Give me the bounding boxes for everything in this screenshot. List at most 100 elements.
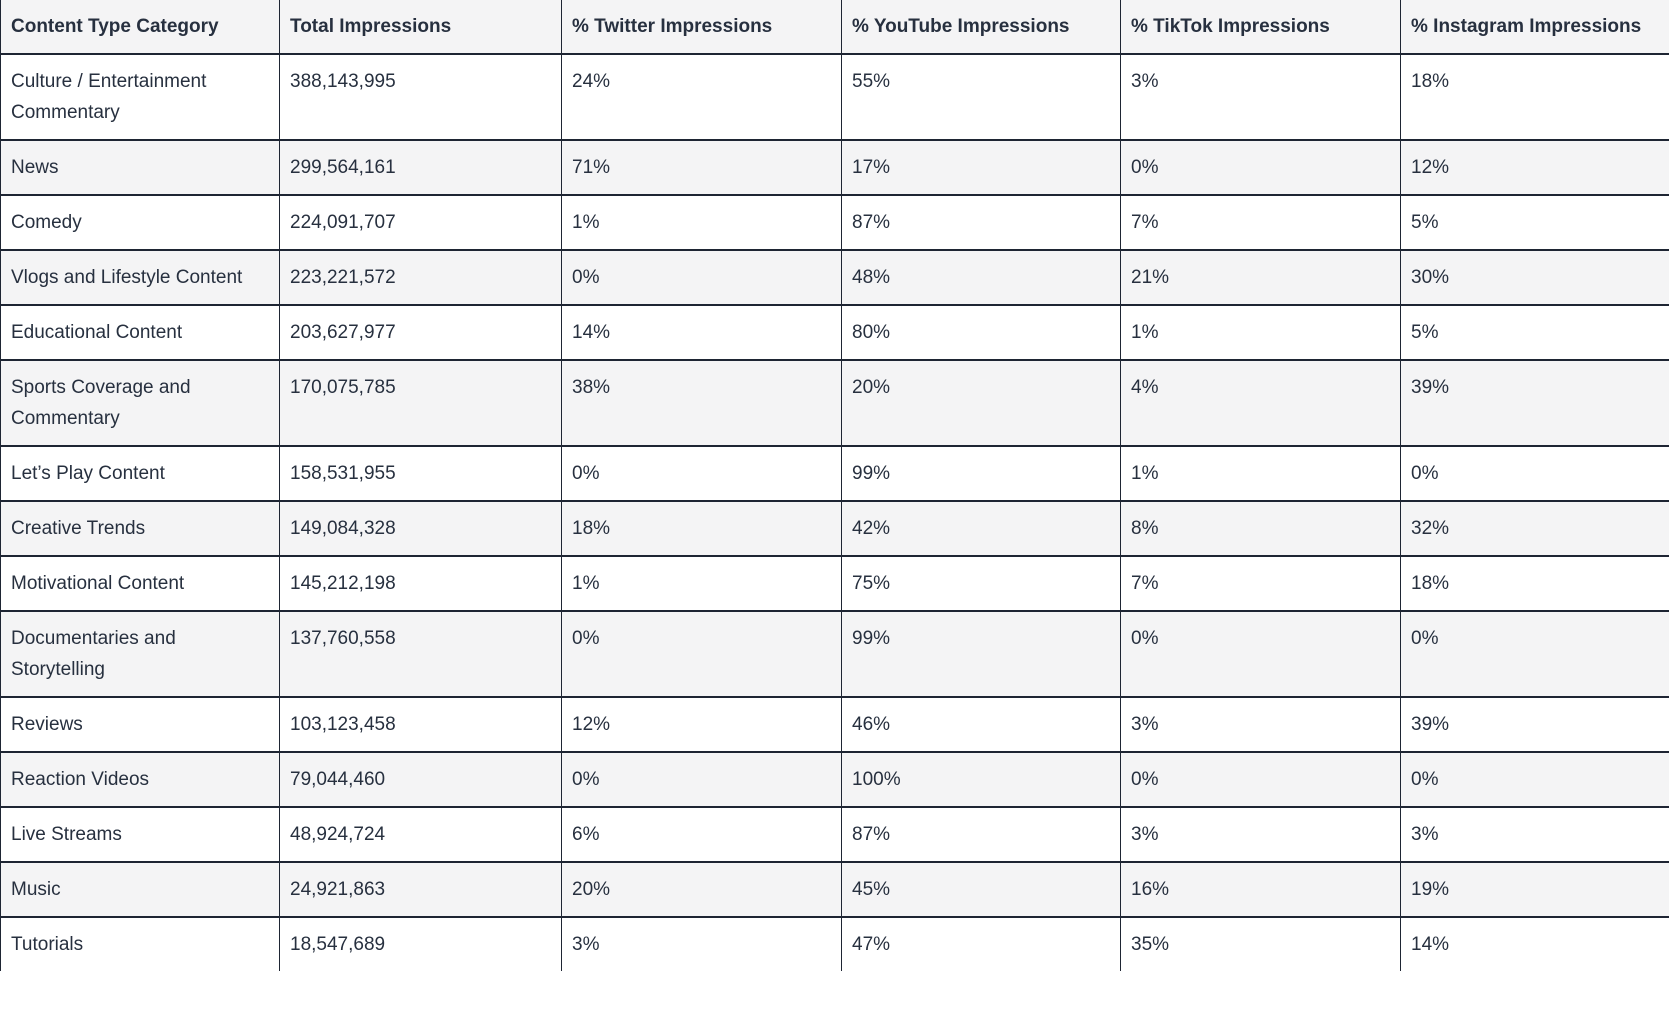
table-row: Sports Coverage and Commentary 170,075,78…: [0, 359, 1669, 446]
cell-twitter-pct: 14%: [561, 304, 842, 360]
cell-category: Creative Trends: [0, 500, 280, 556]
cell-category: Culture / Entertainment Commentary: [0, 53, 280, 140]
cell-total-impressions: 149,084,328: [279, 500, 562, 556]
cell-total-impressions: 203,627,977: [279, 304, 562, 360]
cell-category: Music: [0, 861, 280, 917]
column-header-instagram-impressions: % Instagram Impressions: [1400, 0, 1669, 54]
table-row: Educational Content 203,627,977 14% 80% 1% 5%: [0, 304, 1669, 360]
cell-tiktok-pct: 3%: [1120, 53, 1401, 140]
cell-instagram-pct: 0%: [1400, 751, 1669, 807]
cell-youtube-pct: 42%: [841, 500, 1121, 556]
table-row: Culture / Entertainment Commentary 388,14…: [0, 53, 1669, 140]
cell-tiktok-pct: 21%: [1120, 249, 1401, 305]
cell-youtube-pct: 48%: [841, 249, 1121, 305]
cell-instagram-pct: 0%: [1400, 610, 1669, 697]
cell-instagram-pct: 0%: [1400, 445, 1669, 501]
cell-total-impressions: 18,547,689: [279, 916, 562, 971]
table-row: Documentaries and Storytelling 137,760,55…: [0, 610, 1669, 697]
cell-youtube-pct: 100%: [841, 751, 1121, 807]
cell-total-impressions: 103,123,458: [279, 696, 562, 752]
cell-category: Reaction Videos: [0, 751, 280, 807]
cell-youtube-pct: 75%: [841, 555, 1121, 611]
cell-total-impressions: 158,531,955: [279, 445, 562, 501]
column-header-total-impressions: Total Impressions: [279, 0, 562, 54]
table-row: Music 24,921,863 20% 45% 16% 19%: [0, 861, 1669, 917]
cell-category: Let’s Play Content: [0, 445, 280, 501]
table-row: Reviews 103,123,458 12% 46% 3% 39%: [0, 696, 1669, 752]
cell-tiktok-pct: 0%: [1120, 610, 1401, 697]
cell-instagram-pct: 5%: [1400, 194, 1669, 250]
cell-twitter-pct: 1%: [561, 555, 842, 611]
column-header-tiktok-impressions: % TikTok Impressions: [1120, 0, 1401, 54]
cell-category: Comedy: [0, 194, 280, 250]
cell-category: Reviews: [0, 696, 280, 752]
cell-youtube-pct: 87%: [841, 806, 1121, 862]
cell-total-impressions: 170,075,785: [279, 359, 562, 446]
cell-instagram-pct: 19%: [1400, 861, 1669, 917]
cell-twitter-pct: 6%: [561, 806, 842, 862]
table-row: Tutorials 18,547,689 3% 47% 35% 14%: [0, 916, 1669, 971]
cell-total-impressions: 145,212,198: [279, 555, 562, 611]
cell-total-impressions: 137,760,558: [279, 610, 562, 697]
cell-category: News: [0, 139, 280, 195]
table-row: News 299,564,161 71% 17% 0% 12%: [0, 139, 1669, 195]
cell-instagram-pct: 14%: [1400, 916, 1669, 971]
cell-twitter-pct: 0%: [561, 610, 842, 697]
cell-instagram-pct: 39%: [1400, 696, 1669, 752]
table-row: Motivational Content 145,212,198 1% 75% 7% 18…: [0, 555, 1669, 611]
table-row: Comedy 224,091,707 1% 87% 7% 5%: [0, 194, 1669, 250]
cell-twitter-pct: 71%: [561, 139, 842, 195]
cell-tiktok-pct: 7%: [1120, 555, 1401, 611]
cell-youtube-pct: 99%: [841, 445, 1121, 501]
cell-category: Documentaries and Storytelling: [0, 610, 280, 697]
cell-tiktok-pct: 0%: [1120, 139, 1401, 195]
cell-twitter-pct: 18%: [561, 500, 842, 556]
cell-youtube-pct: 17%: [841, 139, 1121, 195]
cell-tiktok-pct: 3%: [1120, 806, 1401, 862]
cell-youtube-pct: 20%: [841, 359, 1121, 446]
table-row: Creative Trends 149,084,328 18% 42% 8% 32%: [0, 500, 1669, 556]
cell-twitter-pct: 20%: [561, 861, 842, 917]
cell-total-impressions: 48,924,724: [279, 806, 562, 862]
cell-tiktok-pct: 16%: [1120, 861, 1401, 917]
cell-total-impressions: 79,044,460: [279, 751, 562, 807]
cell-twitter-pct: 3%: [561, 916, 842, 971]
cell-tiktok-pct: 0%: [1120, 751, 1401, 807]
cell-category: Sports Coverage and Commentary: [0, 359, 280, 446]
cell-twitter-pct: 24%: [561, 53, 842, 140]
cell-tiktok-pct: 1%: [1120, 445, 1401, 501]
cell-tiktok-pct: 4%: [1120, 359, 1401, 446]
cell-instagram-pct: 12%: [1400, 139, 1669, 195]
cell-instagram-pct: 5%: [1400, 304, 1669, 360]
cell-total-impressions: 24,921,863: [279, 861, 562, 917]
table-row: Let’s Play Content 158,531,955 0% 99% 1% 0%: [0, 445, 1669, 501]
table-row: Reaction Videos 79,044,460 0% 100% 0% 0%: [0, 751, 1669, 807]
cell-instagram-pct: 39%: [1400, 359, 1669, 446]
column-header-youtube-impressions: % YouTube Impressions: [841, 0, 1121, 54]
cell-total-impressions: 388,143,995: [279, 53, 562, 140]
cell-tiktok-pct: 7%: [1120, 194, 1401, 250]
header-row: Content Type Category Total Impressions …: [0, 0, 1669, 54]
cell-tiktok-pct: 3%: [1120, 696, 1401, 752]
impressions-table: Content Type Category Total Impressions …: [0, 0, 1669, 971]
cell-youtube-pct: 55%: [841, 53, 1121, 140]
cell-tiktok-pct: 35%: [1120, 916, 1401, 971]
column-header-content-type-category: Content Type Category: [0, 0, 280, 54]
cell-instagram-pct: 18%: [1400, 555, 1669, 611]
cell-youtube-pct: 87%: [841, 194, 1121, 250]
cell-twitter-pct: 0%: [561, 249, 842, 305]
cell-total-impressions: 223,221,572: [279, 249, 562, 305]
column-header-twitter-impressions: % Twitter Impressions: [561, 0, 842, 54]
cell-twitter-pct: 1%: [561, 194, 842, 250]
cell-category: Educational Content: [0, 304, 280, 360]
cell-twitter-pct: 0%: [561, 751, 842, 807]
cell-twitter-pct: 38%: [561, 359, 842, 446]
cell-category: Live Streams: [0, 806, 280, 862]
cell-instagram-pct: 3%: [1400, 806, 1669, 862]
cell-youtube-pct: 80%: [841, 304, 1121, 360]
cell-category: Motivational Content: [0, 555, 280, 611]
cell-twitter-pct: 0%: [561, 445, 842, 501]
cell-youtube-pct: 99%: [841, 610, 1121, 697]
cell-total-impressions: 299,564,161: [279, 139, 562, 195]
